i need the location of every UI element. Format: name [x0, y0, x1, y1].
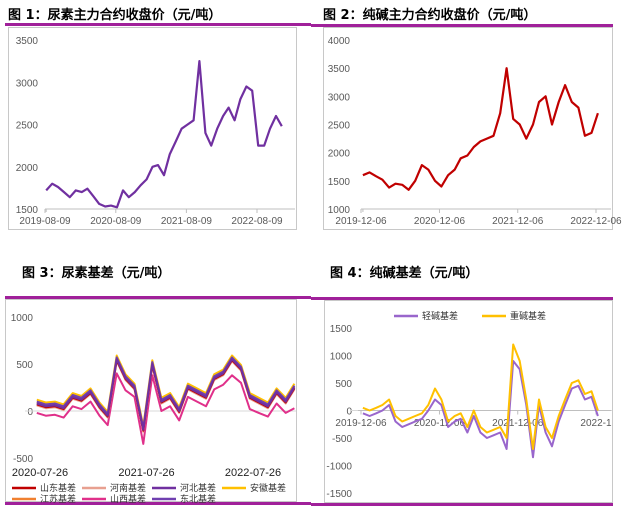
x-tick-label: 2021-07-26 — [118, 467, 174, 479]
x-tick-label: 2020-12-06 — [414, 216, 466, 227]
y-tick-label: 0 — [27, 407, 33, 418]
legend: 轻碱基差 重碱基差 — [394, 310, 546, 322]
x-tick-label: 2022-08-09 — [231, 216, 283, 227]
x-tick-label: 2021-12-06 — [492, 216, 544, 227]
legend-label: 轻碱基差 — [422, 310, 458, 322]
chart3: -500 0 500 1000 2020-07-26 2021-07-26 2022-07-… — [11, 313, 296, 505]
series-line-安徽基差 — [36, 354, 296, 427]
chart3-bottom-rule — [5, 502, 311, 505]
y-tick-label: 4000 — [328, 36, 351, 47]
legend-label: 重碱基差 — [510, 310, 546, 322]
series-line-price — [45, 59, 283, 209]
y-tick-label: -1500 — [326, 489, 352, 500]
y-tick-label: 1000 — [11, 313, 34, 324]
chart2-frame — [323, 27, 613, 230]
y-tick-label: 2000 — [16, 163, 39, 174]
chart1-frame — [8, 27, 297, 230]
chart1-title: 图 1：尿素主力合约收盘价（元/吨） — [8, 8, 222, 23]
legend-label: 山西基差 — [110, 493, 146, 505]
chart4-rule — [311, 297, 613, 300]
y-tick-label: 3000 — [16, 78, 39, 89]
chart1-rule — [5, 23, 311, 26]
x-tick-label: 2019-08-09 — [19, 216, 71, 227]
y-tick-label: -1000 — [326, 462, 352, 473]
legend-label: 河北基差 — [180, 482, 216, 494]
y-tick-label: -500 — [13, 454, 33, 465]
chart2-title: 图 2：纯碱主力合约收盘价（元/吨） — [323, 8, 537, 23]
x-tick-label: 2022-1 — [580, 418, 612, 429]
y-tick-label: -500 — [332, 434, 352, 445]
chart1: 1500 2000 2500 3000 3500 2019-08-09 2020-08-09… — [16, 36, 295, 227]
y-tick-label: 3000 — [328, 92, 351, 103]
x-tick-label: 2019-12-06 — [335, 216, 387, 227]
y-tick-label: 2500 — [16, 121, 39, 132]
y-tick-label: 500 — [16, 360, 33, 371]
chart4-frame — [324, 300, 613, 503]
series-line-山西基差 — [36, 372, 295, 445]
y-tick-label: 500 — [335, 379, 352, 390]
y-tick-label: 2000 — [328, 149, 351, 160]
chart2: 1000 1500 2000 2500 3000 3500 4000 2019-12-06 20… — [328, 36, 622, 227]
legend-label: 安徽基差 — [250, 482, 286, 494]
x-tick-label: 2021-12-06 — [492, 418, 544, 429]
legend-label: 河南基差 — [110, 482, 146, 494]
chart3-rule — [5, 296, 311, 299]
chart4-title: 图 4：纯碱基差（元/吨） — [330, 266, 479, 281]
x-tick-label: 2020-08-09 — [90, 216, 142, 227]
chart4: -1500 -1000 -500 0 500 1000 1500 2019-12-06 2020… — [326, 310, 612, 500]
chart3-title: 图 3：尿素基差（元/吨） — [22, 266, 171, 281]
legend-label: 东北基差 — [180, 493, 216, 505]
x-tick-label: 2021-08-09 — [161, 216, 213, 227]
y-tick-label: 1500 — [330, 324, 353, 335]
y-tick-label: 2500 — [328, 121, 351, 132]
series-line-河北基差 — [36, 358, 296, 431]
y-tick-label: 3500 — [16, 36, 39, 47]
x-tick-label: 2020-12-06 — [414, 418, 466, 429]
chart4-bottom-rule — [311, 503, 613, 506]
y-tick-label: 0 — [346, 407, 352, 418]
series-line-重碱基差 — [362, 343, 599, 450]
chart3-frame — [5, 299, 297, 502]
series-line-轻碱基差 — [362, 360, 599, 459]
x-tick-label: 2022-07-26 — [225, 467, 281, 479]
y-tick-label: 1500 — [328, 177, 351, 188]
series-line-东北基差 — [36, 356, 296, 429]
y-tick-label: 1000 — [328, 205, 351, 216]
series-line-price — [362, 67, 599, 191]
y-tick-label: 1000 — [330, 352, 353, 363]
x-tick-label: 2020-07-26 — [12, 467, 68, 479]
legend-label: 江苏基差 — [40, 493, 76, 505]
x-tick-label: 2019-12-06 — [335, 418, 387, 429]
legend-label: 山东基差 — [40, 482, 76, 494]
chart2-rule — [311, 24, 613, 27]
y-tick-label: 1500 — [16, 205, 39, 216]
y-tick-label: 3500 — [328, 64, 351, 75]
x-tick-label: 2022-12-06 — [570, 216, 622, 227]
